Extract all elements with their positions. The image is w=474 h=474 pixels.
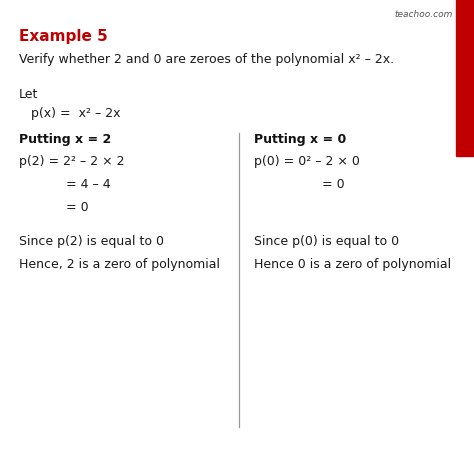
Text: = 0: = 0 [322, 178, 345, 191]
Text: Hence, 2 is a zero of polynomial: Hence, 2 is a zero of polynomial [19, 258, 220, 271]
Text: = 0: = 0 [66, 201, 89, 214]
Text: p(0) = 0² – 2 × 0: p(0) = 0² – 2 × 0 [254, 155, 359, 168]
Text: p(x) =  x² – 2x: p(x) = x² – 2x [31, 107, 120, 119]
Text: Putting x = 2: Putting x = 2 [19, 133, 111, 146]
Text: Hence 0 is a zero of polynomial: Hence 0 is a zero of polynomial [254, 258, 451, 271]
Bar [456, 0, 474, 156]
Text: = 4 – 4: = 4 – 4 [66, 178, 111, 191]
Text: p(2) = 2² – 2 × 2: p(2) = 2² – 2 × 2 [19, 155, 125, 168]
Text: Let: Let [19, 88, 38, 100]
Text: Putting x = 0: Putting x = 0 [254, 133, 346, 146]
Text: Verify whether 2 and 0 are zeroes of the polynomial x² – 2x.: Verify whether 2 and 0 are zeroes of the… [19, 53, 394, 66]
Text: Since p(2) is equal to 0: Since p(2) is equal to 0 [19, 235, 164, 247]
Text: Example 5: Example 5 [19, 29, 108, 45]
Text: Since p(0) is equal to 0: Since p(0) is equal to 0 [254, 235, 399, 247]
Text: teachoo.com: teachoo.com [394, 10, 453, 19]
